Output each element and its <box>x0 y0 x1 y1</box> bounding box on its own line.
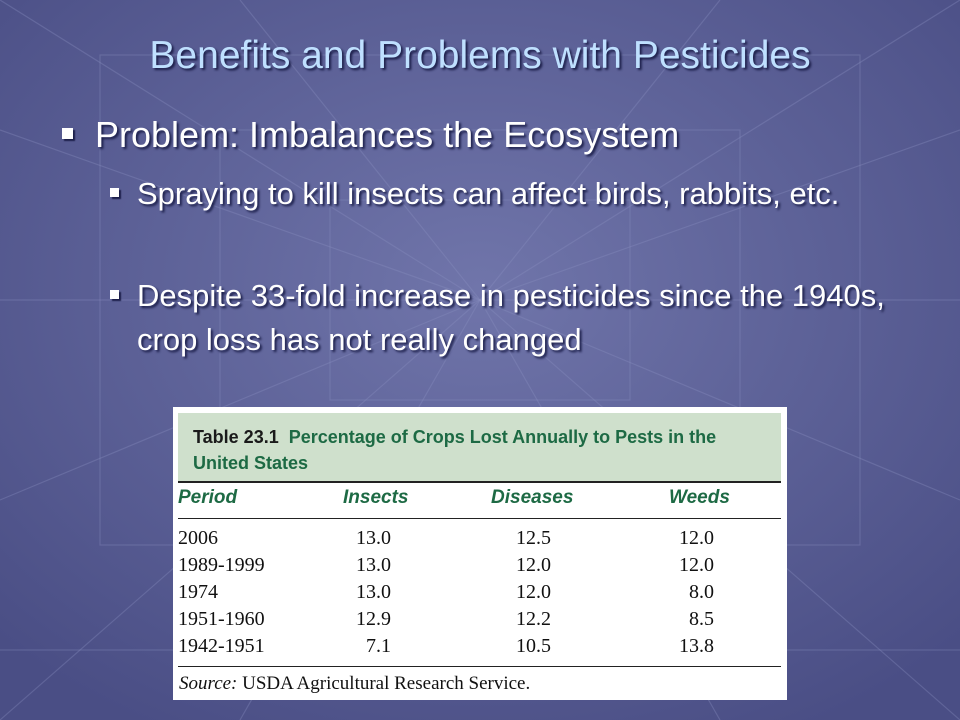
cell-insects: 13.0 <box>356 527 391 549</box>
cell-weeds: 13.8 <box>679 635 714 657</box>
cell-diseases: 12.0 <box>516 581 551 603</box>
cell-weeds: 12.0 <box>679 554 714 576</box>
bullet-square-icon <box>62 128 73 139</box>
cell-period: 2006 <box>178 527 218 549</box>
slide-title: Benefits and Problems with Pesticides <box>149 34 811 77</box>
bullet-square-icon <box>110 188 119 197</box>
cell-diseases: 12.5 <box>516 527 551 549</box>
source-text: USDA Agricultural Research Service. <box>237 673 531 694</box>
cell-insects: 13.0 <box>356 581 391 603</box>
column-header-diseases: Diseases <box>491 487 574 508</box>
cell-period: 1974 <box>178 581 218 603</box>
cell-weeds: 8.0 <box>689 581 714 603</box>
table-caption-text: Percentage of Crops Lost Annually to Pes… <box>193 427 717 473</box>
cell-insects: 12.9 <box>356 608 391 630</box>
sub-bullet-text: Despite 33-fold increase in pesticides s… <box>137 278 885 357</box>
column-header-period: Period <box>178 487 238 508</box>
cell-period: 1989-1999 <box>178 554 265 576</box>
cell-diseases: 12.2 <box>516 608 551 630</box>
cell-diseases: 12.0 <box>516 554 551 576</box>
sub-bullet-text: Spraying to kill insects can affect bird… <box>137 176 840 211</box>
cell-period: 1942-1951 <box>178 635 265 657</box>
table-caption: Table 23.1 Percentage of Crops Lost Annu… <box>193 424 773 476</box>
column-header-insects: Insects <box>343 487 409 508</box>
crop-loss-table: Table 23.1 Percentage of Crops Lost Annu… <box>173 407 787 700</box>
cell-insects: 7.1 <box>366 635 391 657</box>
bullet-square-icon <box>110 290 119 299</box>
table-source: Source: USDA Agricultural Research Servi… <box>179 673 530 695</box>
table-caption-bar: Table 23.1 Percentage of Crops Lost Annu… <box>178 413 781 483</box>
cell-weeds: 12.0 <box>679 527 714 549</box>
cell-insects: 13.0 <box>356 554 391 576</box>
sub-bullet: Spraying to kill insects can affect bird… <box>110 172 910 216</box>
cell-weeds: 8.5 <box>689 608 714 630</box>
cell-diseases: 10.5 <box>516 635 551 657</box>
sub-bullet: Despite 33-fold increase in pesticides s… <box>110 274 910 362</box>
column-header-weeds: Weeds <box>669 487 730 508</box>
table-rule <box>178 518 781 519</box>
table-rule <box>178 666 781 667</box>
main-bullet: Problem: Imbalances the Ecosystem <box>62 114 679 156</box>
source-label: Source: <box>179 673 238 694</box>
table-number: Table 23.1 <box>193 427 279 447</box>
cell-period: 1951-1960 <box>178 608 265 630</box>
main-bullet-text: Problem: Imbalances the Ecosystem <box>95 114 680 155</box>
